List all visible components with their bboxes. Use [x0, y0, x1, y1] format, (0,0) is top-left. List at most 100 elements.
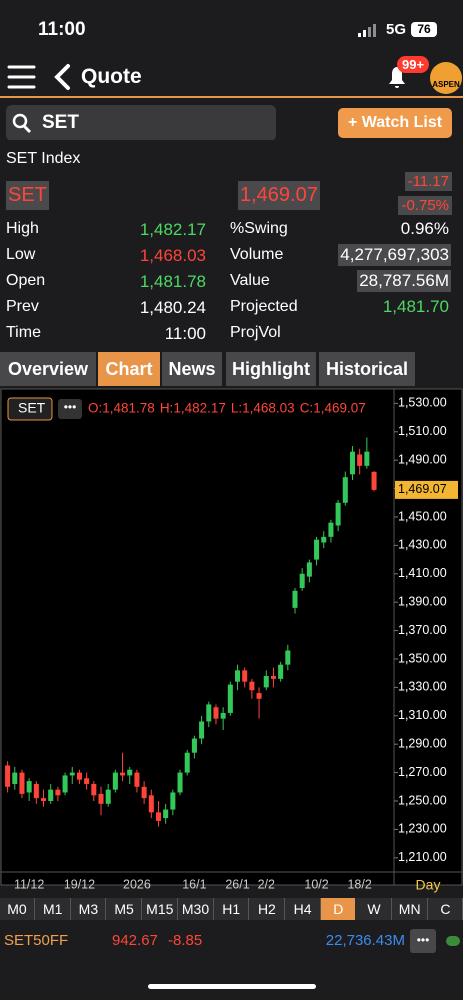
candle-body — [84, 778, 90, 784]
stat-value: 1,481.70 — [382, 297, 449, 316]
ticker-icon — [446, 936, 460, 946]
candle-body — [285, 650, 291, 665]
stat-value: 0.96% — [400, 219, 449, 238]
candle-body — [328, 522, 334, 537]
tab[interactable]: Overview — [0, 352, 96, 386]
ticker-menu[interactable]: ••• — [410, 929, 436, 953]
candle-body — [170, 792, 176, 810]
x-tick-label: 2026 — [123, 877, 151, 891]
candle-body — [184, 752, 190, 773]
chart: 1,210.00 1,230.00 1,250.00 1,270.00 1,290.00… — [0, 388, 463, 893]
menu-icon[interactable] — [7, 65, 36, 89]
search-query[interactable]: SET — [42, 112, 79, 133]
tab[interactable]: Historical — [319, 352, 415, 386]
candle-body — [213, 707, 219, 719]
y-tick-label: 1,390.00 — [398, 594, 447, 608]
candle-body — [235, 670, 241, 682]
timeframe[interactable]: W — [357, 898, 392, 920]
candle-body — [292, 590, 298, 608]
timeframe[interactable]: C — [428, 898, 463, 920]
timeframe[interactable]: M30 — [179, 898, 214, 920]
candle-body — [270, 676, 276, 679]
y-tick-label: 1,270.00 — [398, 765, 447, 779]
candle-body — [91, 783, 97, 796]
candle-body — [371, 471, 377, 490]
candle-body — [278, 664, 284, 679]
legend-symbol-box — [7, 397, 53, 421]
tab[interactable]: Chart — [98, 352, 160, 386]
ticker-value: 22,736.43M — [325, 932, 405, 949]
legend-ohlc: O:1,481.78 — [88, 401, 155, 416]
y-tick-label: 1,230.00 — [398, 822, 447, 836]
timeframe[interactable]: MN — [393, 898, 428, 920]
candle-body — [199, 721, 205, 739]
y-tick-label: 1,430.00 — [398, 538, 447, 552]
candle-body — [148, 795, 154, 813]
stat-label: Low — [6, 246, 36, 263]
logo-text[interactable]: ASPEN — [432, 80, 460, 89]
timeframe[interactable]: D — [321, 898, 356, 920]
y-tick-label: 1,450.00 — [398, 509, 447, 523]
quote-price: 1,469.07 — [238, 181, 320, 210]
timeframe[interactable]: M1 — [36, 898, 71, 920]
network-label: 5G — [386, 21, 407, 38]
last-price-label: 1,469.07 — [398, 482, 447, 496]
candle-body — [191, 738, 197, 753]
candle-body — [48, 789, 54, 801]
stat-label: Prev — [6, 298, 39, 315]
stat-value: 11:00 — [164, 324, 206, 343]
candle-body — [55, 789, 61, 796]
stat-label: ProjVol — [230, 324, 281, 341]
y-tick-label: 1,310.00 — [398, 708, 447, 722]
search-box[interactable] — [6, 105, 276, 140]
candle-body — [5, 765, 11, 787]
timeframe[interactable]: M5 — [107, 898, 143, 920]
candle-body — [155, 812, 161, 821]
logo[interactable] — [430, 62, 462, 94]
back-icon[interactable] — [54, 64, 70, 90]
y-tick-label: 1,290.00 — [398, 736, 447, 750]
candle-body — [163, 809, 169, 819]
battery — [411, 22, 437, 37]
tab[interactable]: News — [162, 352, 222, 386]
bell-icon[interactable] — [389, 67, 405, 88]
ticker-symbol[interactable]: SET50FF — [4, 932, 69, 949]
timeframe[interactable]: H4 — [286, 898, 321, 920]
stat-label: Projected — [230, 298, 298, 315]
page-title: Quote — [81, 65, 142, 88]
stat-value: 28,787.56M — [357, 270, 451, 292]
candle-body — [177, 772, 183, 793]
timeframe[interactable]: H1 — [214, 898, 250, 920]
home-indicator — [148, 984, 316, 989]
x-tick-label: 10/2 — [304, 877, 328, 891]
stat-label: Open — [6, 272, 46, 289]
candle-body — [364, 451, 370, 466]
last-price-box — [395, 480, 458, 499]
search-icon-handle — [22, 124, 32, 134]
timeframe[interactable]: M3 — [71, 898, 107, 920]
tab[interactable]: Highlight — [226, 352, 316, 386]
legend-menu-dots: ••• — [64, 400, 77, 414]
candle-body — [220, 712, 226, 719]
period-label: Day — [416, 877, 441, 893]
candle-body — [127, 769, 133, 776]
candle-body — [357, 454, 363, 466]
legend-symbol: SET — [18, 400, 46, 416]
x-tick-label: 2/2 — [258, 877, 275, 891]
y-tick-label: 1,410.00 — [398, 566, 447, 580]
stat-value: 4,277,697,303 — [338, 244, 451, 266]
timeframe[interactable]: H2 — [250, 898, 285, 920]
candle-body — [206, 704, 212, 722]
y-tick-label: 1,510.00 — [398, 424, 447, 438]
candle-body — [249, 681, 255, 691]
quote-symbol: SET — [6, 181, 49, 210]
timeframe[interactable]: M0 — [0, 898, 35, 920]
notification-badge[interactable]: 99+ — [397, 56, 430, 73]
timeframe[interactable]: M15 — [143, 898, 178, 920]
candle-body — [112, 772, 118, 790]
candle-body — [306, 562, 312, 577]
watch-list-button[interactable] — [338, 108, 452, 138]
candle-body — [299, 573, 305, 588]
watch-list-label[interactable]: + Watch List — [347, 114, 443, 131]
candle-body — [41, 798, 47, 801]
